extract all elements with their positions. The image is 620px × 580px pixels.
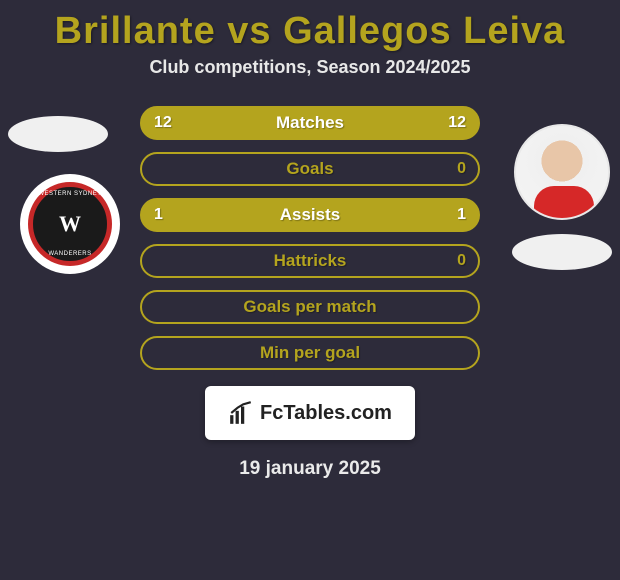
badge-text-bottom: WANDERERS — [33, 251, 107, 257]
stat-bars: Matches1212Goals0Assists11Hattricks0Goal… — [140, 106, 480, 370]
stat-label: Hattricks — [274, 251, 347, 271]
team-left-badge: WESTERN SYDNEY W WANDERERS — [20, 174, 120, 274]
player-right-placeholder — [512, 234, 612, 270]
stat-label: Goals per match — [243, 297, 376, 317]
stat-label: Matches — [276, 113, 344, 133]
badge-monogram: W — [59, 211, 81, 237]
stat-bar: Assists 1 1 — [140, 198, 480, 232]
comparison-panel: WESTERN SYDNEY W WANDERERS Matches 12 12 Go… — [0, 106, 620, 480]
stat-bar: Matches 12 12 — [140, 106, 480, 140]
date-label: 19 january 2025 — [0, 458, 620, 480]
stat-label: Assists — [280, 205, 340, 225]
stat-bar: Goals per match — [140, 290, 480, 324]
stat-value-left: 12 — [154, 114, 172, 132]
player-right-photo — [514, 124, 610, 220]
stat-label: Min per goal — [260, 343, 360, 363]
stat-bar: Hattricks 0 — [140, 244, 480, 278]
stat-bar: Goals 0 — [140, 152, 480, 186]
fctables-label: FcTables.com — [260, 402, 392, 425]
stat-label: Goals — [286, 159, 333, 179]
chart-icon — [228, 400, 254, 426]
badge-text-top: WESTERN SYDNEY — [33, 191, 107, 197]
player-left-placeholder — [8, 116, 108, 152]
stat-value-right: 1 — [457, 206, 466, 224]
stat-value-right: 0 — [457, 160, 466, 178]
stat-bar: Min per goal — [140, 336, 480, 370]
subtitle: Club competitions, Season 2024/2025 — [0, 57, 620, 78]
page-title: Brillante vs Gallegos Leiva — [0, 0, 620, 57]
fctables-logo[interactable]: FcTables.com — [205, 386, 415, 440]
stat-value-right: 0 — [457, 252, 466, 270]
stat-value-left: 1 — [154, 206, 163, 224]
stat-value-right: 12 — [448, 114, 466, 132]
